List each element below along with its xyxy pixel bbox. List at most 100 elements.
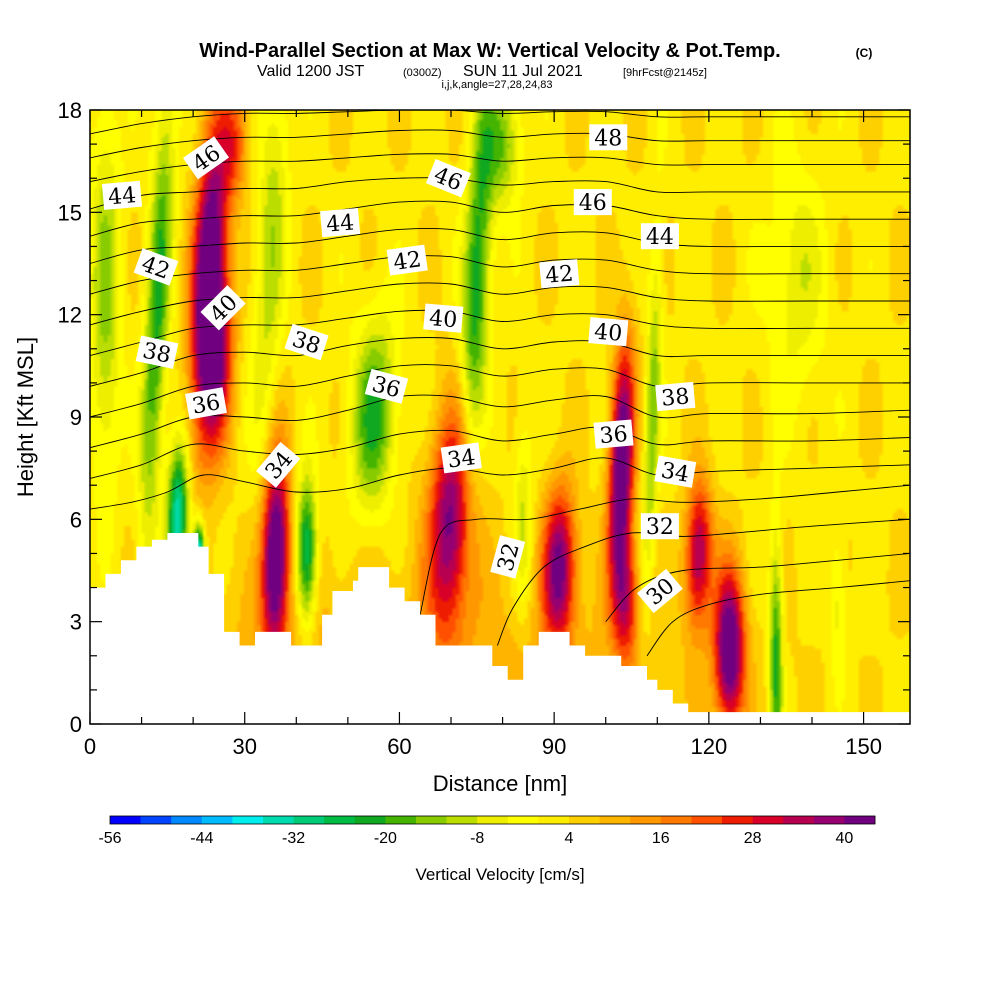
colorbar-tick: 28: [744, 830, 762, 847]
colorbar-swatch: [140, 816, 172, 824]
contour-label-21: 38: [655, 381, 696, 412]
colorbar-tick: -44: [190, 830, 213, 847]
theta-contour-30: [646, 580, 910, 657]
y-tick-label: 0: [70, 712, 82, 737]
contour-label-3: 40: [200, 285, 246, 331]
contour-label-text: 34: [659, 458, 691, 487]
theta-contour-35: [90, 426, 910, 479]
colorbar-swatch: [110, 816, 141, 824]
subtitle-utc: (0300Z): [403, 67, 442, 79]
plot-area: 4644424038363444383642404634324246484036…: [90, 110, 910, 724]
colorbar-tick: -56: [98, 830, 121, 847]
contour-label-box: [640, 223, 679, 250]
contour-label-text: 36: [190, 390, 222, 419]
colorbar-swatch: [416, 816, 447, 824]
contour-label-text: 36: [599, 422, 629, 449]
x-tick-label: 150: [845, 734, 882, 759]
y-tick-label: 12: [58, 303, 82, 328]
theta-contour-42: [90, 227, 910, 264]
contour-label-box: [636, 568, 683, 614]
colorbar-tick: -20: [374, 830, 397, 847]
contour-label-box: [573, 189, 612, 216]
x-tick-label: 90: [542, 734, 566, 759]
y-tick-label: 3: [70, 610, 82, 635]
colorbar-swatch: [691, 816, 723, 824]
contour-label-box: [593, 419, 634, 449]
contour-label-22: 34: [654, 455, 697, 488]
x-axis-ticks: 0 30 60 90 120 150: [84, 110, 882, 759]
y-axis-label: Height [Kft MSL]: [13, 337, 38, 497]
contour-label-box: [423, 303, 464, 333]
theta-contour-31: [605, 552, 910, 623]
contour-label-19: 36: [593, 419, 634, 449]
contour-label-box: [320, 207, 361, 238]
x-tick-label: 0: [84, 734, 96, 759]
colorbar-swatch: [232, 816, 264, 824]
colorbar-swatch: [599, 816, 631, 824]
y-tick-label: 9: [70, 405, 82, 430]
contour-label-box: [185, 387, 227, 420]
colorbar-swatch: [201, 816, 233, 824]
contour-label-box: [589, 124, 628, 151]
y-tick-label: 6: [70, 507, 82, 532]
colorbar-label: Vertical Velocity [cm/s]: [415, 865, 584, 884]
colorbar-swatch: [293, 816, 325, 824]
colorbar-tick: -8: [470, 830, 484, 847]
colorbar-tick: 40: [836, 830, 854, 847]
colorbar-swatch: [477, 816, 509, 824]
contour-label-13: 34: [440, 442, 482, 474]
theta-contour-36: [90, 394, 910, 449]
contour-label-1: 44: [101, 180, 143, 210]
contour-label-box: [135, 335, 179, 369]
contour-label-10: 42: [386, 244, 428, 276]
theta-contour-37: [90, 364, 910, 418]
x-tick-label: 30: [232, 734, 256, 759]
contour-label-text: 48: [594, 126, 622, 151]
contour-label-23: 32: [640, 513, 679, 540]
copyright-mark: (C): [856, 46, 873, 60]
contour-label-16: 46: [573, 189, 612, 216]
contour-label-text: 32: [646, 515, 674, 540]
colorbar-swatch: [844, 816, 876, 824]
theta-contour-32: [496, 518, 910, 646]
colorbar-swatch: [171, 816, 203, 824]
contour-label-box: [256, 441, 301, 488]
colorbar-swatch: [263, 816, 294, 824]
colorbar-tick: -32: [282, 830, 305, 847]
contour-label-box: [588, 317, 629, 347]
terrain: [90, 533, 910, 724]
subtitle-valid: Valid 1200 JST: [257, 63, 365, 80]
colorbar-tick: 16: [652, 830, 670, 847]
subtitle-forecast: [9hrFcst@2145z]: [623, 67, 707, 79]
contour-label-text: 34: [446, 445, 477, 474]
x-tick-label: 120: [691, 734, 728, 759]
colorbar-swatch: [813, 816, 845, 824]
contour-label-text: 42: [544, 262, 574, 289]
contour-label-box: [284, 323, 329, 361]
contour-label-text: 46: [579, 191, 607, 216]
theta-contour-34: [90, 457, 910, 510]
contour-label-text: 38: [660, 384, 690, 411]
chart-title: Wind-Parallel Section at Max W: Vertical…: [199, 40, 780, 62]
theta-contour-41: [90, 255, 910, 295]
contour-label-box: [200, 285, 246, 331]
contour-label-15: 42: [539, 259, 580, 289]
contour-label-text: 44: [646, 225, 674, 250]
colorbar-frame: [109, 815, 876, 825]
contour-label-18: 40: [588, 317, 629, 347]
contour-label-text: 44: [325, 210, 355, 237]
colorbar: [109, 815, 876, 825]
theta-contour-43: [90, 200, 910, 237]
contour-label-box: [182, 136, 230, 180]
colorbar-swatch: [752, 816, 784, 824]
colorbar-tick-labels: -56 -44 -32 -20 -8 4 16 28 40: [98, 830, 853, 847]
contour-label-box: [640, 513, 679, 540]
contour-label-14: 32: [490, 535, 526, 579]
colorbar-swatch: [507, 816, 539, 824]
colorbar-swatch: [569, 816, 600, 824]
theta-contour-33: [419, 484, 910, 615]
contour-label-box: [654, 455, 697, 488]
contour-labels: 4644424038363444383642404634324246484036…: [101, 124, 697, 614]
